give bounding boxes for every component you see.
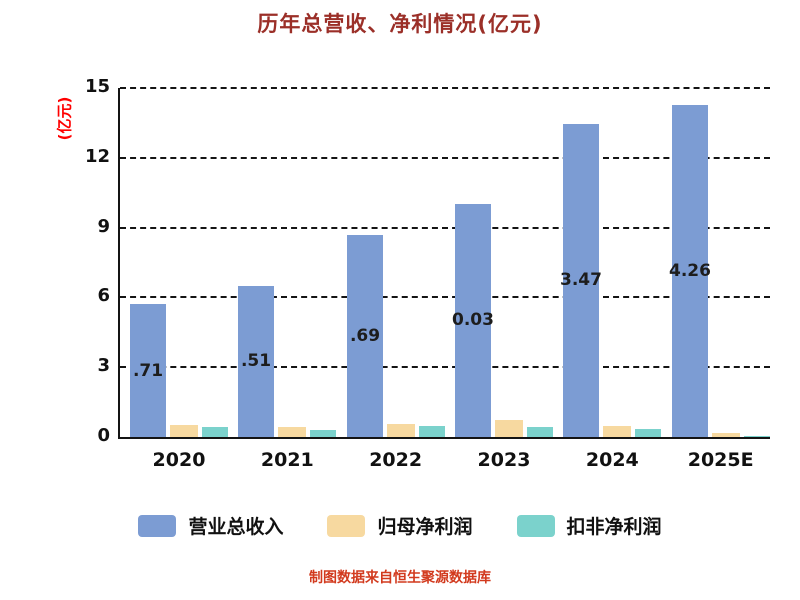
x-tick-label-2023: 2023 [477,449,531,471]
bar-series2-2020 [170,425,198,437]
y-axis-line [118,88,120,439]
bar-value-label-2022: .69 [349,325,381,346]
x-tick-label-2025E: 2025E [687,449,754,471]
legend: 营业总收入 归母净利润 扣非净利润 [0,512,800,539]
x-tick-label-2024: 2024 [585,449,639,471]
legend-item-2: 归母净利润 [327,512,473,539]
bar-series3-2022 [419,426,445,437]
x-tick-label-2020: 2020 [152,449,206,471]
chart-title: 历年总营收、净利情况(亿元) [257,12,543,36]
legend-label: 归母净利润 [377,516,473,538]
bar-series2-2024 [603,426,631,437]
y-tick-label-15: 15 [84,76,110,97]
gridline-y15 [120,87,770,89]
bar-series2-2023 [495,420,523,437]
bar-series1-2025E [672,105,708,437]
bar-series2-2022 [387,424,415,437]
y-tick-label-0: 0 [97,425,110,446]
bar-series2-2021 [278,427,306,437]
bar-series1-2020 [130,304,166,437]
bar-series1-2024 [563,124,599,437]
bar-value-label-2024: 3.47 [560,270,602,291]
legend-swatch-icon [516,514,555,537]
legend-label: 扣非净利润 [566,516,662,538]
bar-series3-2021 [310,430,336,437]
bar-value-label-2020: .71 [132,360,164,381]
y-tick-label-12: 12 [84,145,110,167]
bar-value-label-2025E: 4.26 [669,261,711,282]
x-axis-line [118,437,770,439]
y-tick-label-6: 6 [97,285,110,307]
bar-value-label-2023: 0.03 [452,310,494,331]
legend-label: 营业总收入 [188,516,284,538]
gridline-y6 [120,296,770,299]
legend-item-1: 营业总收入 [138,512,283,539]
bar-series1-2023 [455,204,491,437]
bar-series3-2023 [527,427,553,437]
legend-swatch-icon [138,514,177,537]
gridline-y12 [120,156,770,159]
bar-series2-2025E [712,433,740,437]
y-tick-label-3: 3 [97,355,110,377]
legend-swatch-icon [327,514,366,537]
x-tick-label-2021: 2021 [260,449,314,471]
bar-series3-2020 [202,427,228,437]
bar-series3-2025E [744,436,770,437]
legend-item-3: 扣非净利润 [516,512,662,539]
gridline-y3 [120,366,770,369]
x-tick-label-2022: 2022 [369,449,423,471]
gridline-y9 [120,226,770,229]
y-tick-label-9: 9 [97,215,110,237]
footer-note: 制图数据来自恒生聚源数据库 [309,570,491,586]
bar-series3-2024 [635,429,661,437]
bar-series1-2022 [347,235,383,437]
bar-value-label-2021: .51 [240,351,272,372]
bar-series1-2021 [238,286,274,437]
